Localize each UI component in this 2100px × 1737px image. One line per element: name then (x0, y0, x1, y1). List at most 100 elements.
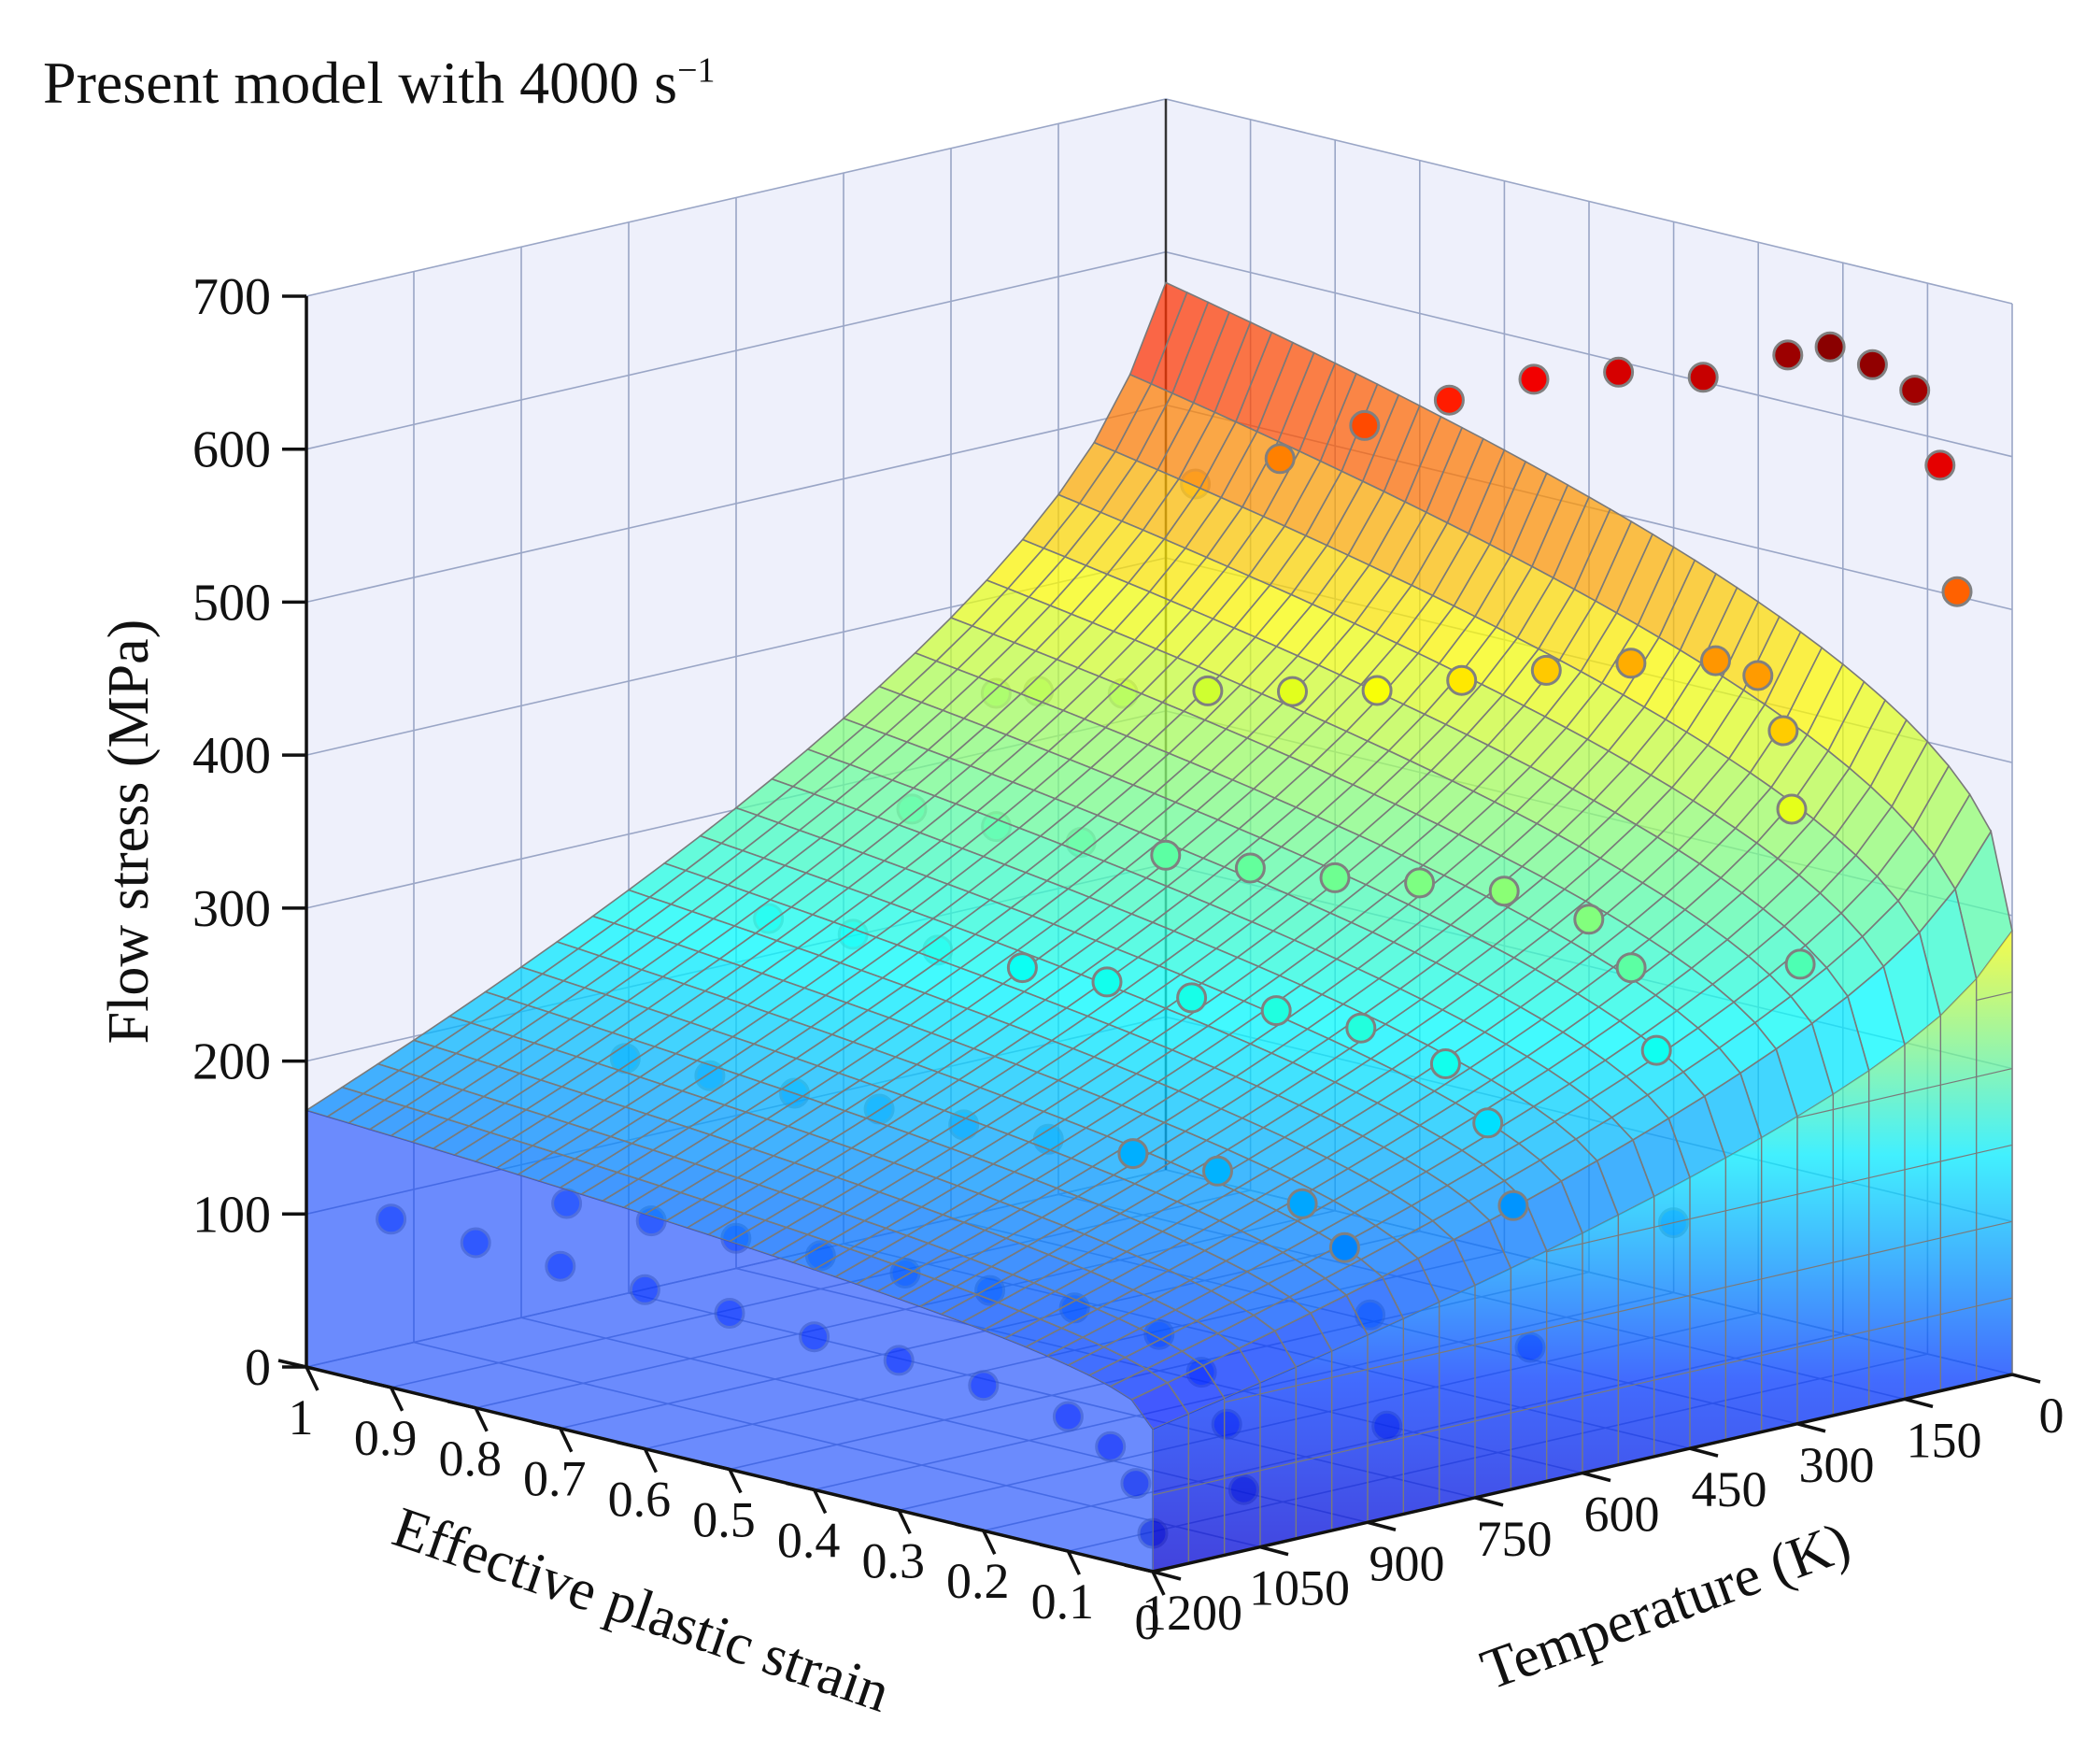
data-point (1924, 449, 1956, 481)
x-tick-in (1066, 1550, 1081, 1575)
y-tick (1367, 1520, 1397, 1531)
surface-mesh (305, 281, 2013, 1572)
x-tick-in (728, 1468, 743, 1494)
data-point (1615, 648, 1647, 679)
data-point (1700, 645, 1731, 676)
y-tick-label: 0 (2039, 1388, 2065, 1444)
x-tick (1124, 1563, 1154, 1573)
chart-title: Present model with 4000 s−1 (43, 50, 716, 116)
y-tick (1259, 1545, 1289, 1557)
data-point (1176, 982, 1208, 1014)
x-tick-label: 0.4 (777, 1512, 841, 1568)
x-tick-label: 0.7 (523, 1451, 587, 1507)
y-tick-label: 1200 (1142, 1585, 1242, 1641)
data-point (1772, 339, 1804, 371)
y-tick (1904, 1397, 1934, 1409)
surface-left-face (306, 1110, 1153, 1572)
x-tick-label: 0.9 (354, 1410, 418, 1466)
y-tick-label: 450 (1692, 1461, 1767, 1517)
data-point (1117, 1138, 1149, 1170)
x-tick-in (474, 1407, 489, 1432)
data-point (1742, 660, 1774, 691)
x-tick-in (559, 1427, 574, 1453)
x-tick-in (305, 1366, 319, 1391)
data-point (1345, 1012, 1377, 1044)
y-tick (1796, 1422, 1826, 1433)
data-point (1497, 1189, 1529, 1221)
x-tick-label: 0.3 (861, 1532, 925, 1588)
y-tick (2011, 1373, 2041, 1384)
x-tick (532, 1419, 561, 1431)
data-point (1856, 349, 1888, 380)
data-point (1433, 384, 1465, 416)
x-tick (447, 1400, 476, 1410)
z-axis-label: Flow stress (MPa) (97, 619, 161, 1045)
data-point (1573, 904, 1605, 935)
z-tick-label: 600 (192, 421, 271, 479)
y-tick-label: 900 (1369, 1535, 1445, 1591)
data-point (1319, 861, 1351, 893)
surface-front-line (1976, 991, 2013, 1002)
data-point (1488, 876, 1520, 907)
x-tick (362, 1379, 391, 1389)
data-point (1404, 867, 1436, 899)
data-point (1192, 675, 1224, 706)
data-point (1328, 1232, 1360, 1263)
data-point (1260, 995, 1292, 1027)
data-point (1814, 331, 1846, 363)
data-point (1150, 839, 1182, 871)
z-tick-label: 500 (192, 574, 271, 632)
data-point (1603, 356, 1635, 388)
y-tick (1582, 1471, 1611, 1483)
z-tick-label: 0 (245, 1339, 271, 1397)
x-tick-label: 0.1 (1031, 1573, 1095, 1630)
y-tick-label: 150 (1907, 1412, 1982, 1468)
data-point (1429, 1048, 1461, 1079)
data-point (1776, 793, 1808, 825)
x-tick-in (390, 1387, 404, 1412)
data-point (1767, 715, 1799, 747)
x-tick (1040, 1543, 1069, 1553)
scatter-points-front (1006, 331, 1973, 1263)
x-tick-label: 0.8 (438, 1431, 502, 1487)
x-tick (701, 1460, 731, 1472)
data-point (1472, 1107, 1504, 1139)
x-tick-label: 0.5 (692, 1492, 756, 1548)
x-tick (870, 1502, 900, 1513)
data-point (1446, 664, 1478, 696)
surface-front-line (1796, 1068, 2013, 1118)
data-point (1091, 966, 1123, 998)
z-tick-label: 300 (192, 880, 271, 938)
data-point (1277, 676, 1308, 707)
data-point (1899, 375, 1931, 406)
data-point (1202, 1155, 1233, 1187)
data-point (1234, 852, 1266, 884)
x-tick (786, 1481, 815, 1492)
x-tick-in (982, 1530, 997, 1555)
z-tick-label: 200 (192, 1033, 271, 1091)
data-point (1784, 948, 1816, 980)
data-point (1941, 576, 1973, 607)
y-tick-label: 750 (1477, 1511, 1553, 1567)
data-point (1361, 675, 1393, 706)
x-tick-in (897, 1509, 912, 1535)
surface-front-line (1546, 1144, 2013, 1253)
data-point (1518, 363, 1550, 395)
y-tick-label: 300 (1799, 1437, 1875, 1493)
x-tick-in (1151, 1571, 1166, 1596)
data-point (1349, 409, 1381, 441)
axes: 0 100 200 300 400 500 600 700 1 0.9 0.8 0.7 0.6 0.5 0.… (192, 268, 2065, 1650)
z-tick-label: 400 (192, 727, 271, 785)
data-point (1264, 443, 1296, 475)
y-tick (1689, 1446, 1719, 1458)
y-tick-label: 1050 (1249, 1560, 1350, 1616)
x-tick-label: 0.2 (946, 1553, 1010, 1609)
y-tick (1474, 1496, 1504, 1507)
x-tick-label: 0.6 (608, 1472, 672, 1528)
x-tick-in (813, 1488, 828, 1515)
x-tick-in (643, 1447, 658, 1474)
data-point (1286, 1188, 1318, 1219)
data-point (1640, 1034, 1672, 1066)
x-tick (277, 1359, 307, 1369)
